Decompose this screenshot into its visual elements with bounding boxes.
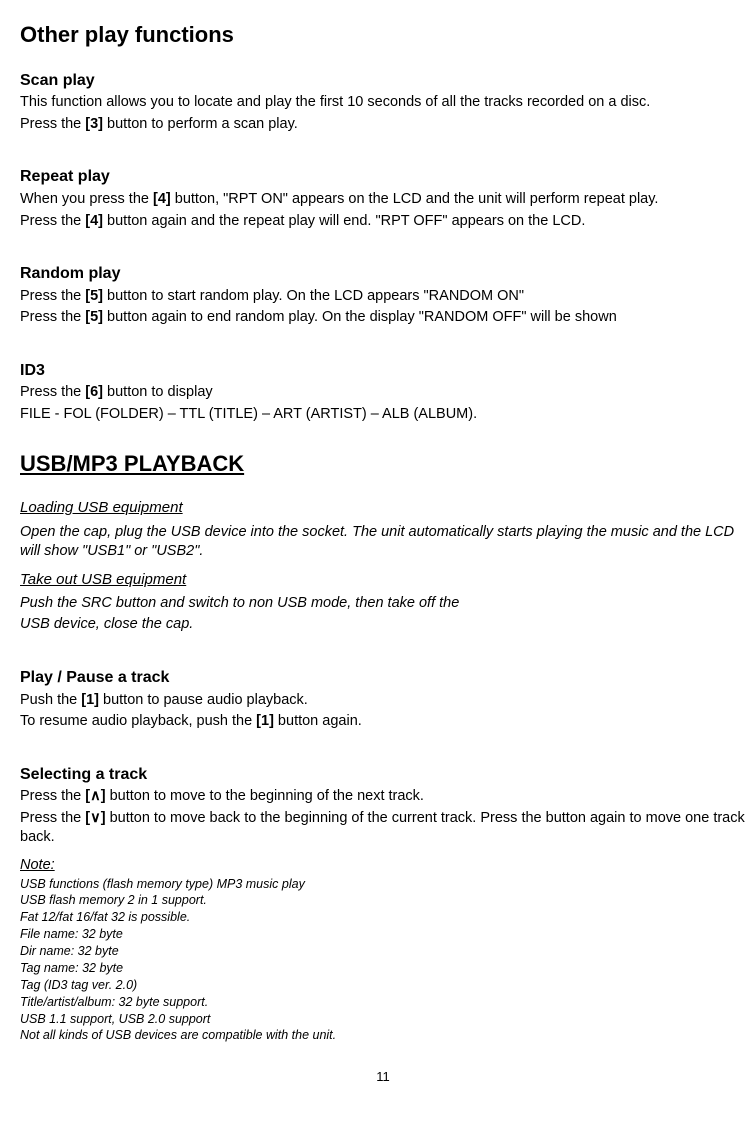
note-label: Note:	[20, 856, 746, 876]
note-line: Tag name: 32 byte	[20, 960, 746, 977]
note-line: Title/artist/album: 32 byte support.	[20, 994, 746, 1011]
loading-usb-p: Open the cap, plug the USB device into t…	[20, 523, 746, 562]
button-ref: [4]	[85, 213, 103, 229]
selecting-track-p1: Press the [∧] button to move to the begi…	[20, 787, 746, 807]
note-line: USB 1.1 support, USB 2.0 support	[20, 1011, 746, 1028]
note-line: Dir name: 32 byte	[20, 943, 746, 960]
text: button, "RPT ON" appears on the LCD and …	[171, 191, 659, 207]
text: Press the	[20, 288, 85, 304]
text: button again and the repeat play will en…	[103, 213, 585, 229]
button-ref: [4]	[153, 191, 171, 207]
page-number: 11	[20, 1068, 746, 1086]
button-ref: [3]	[85, 116, 103, 132]
take-out-usb-heading: Take out USB equipment	[20, 570, 746, 590]
take-out-usb-p2: USB device, close the cap.	[20, 615, 746, 635]
repeat-play-p2: Press the [4] button again and the repea…	[20, 212, 746, 232]
note-line: USB functions (flash memory type) MP3 mu…	[20, 876, 746, 893]
text: Push the	[20, 692, 81, 708]
play-pause-p2: To resume audio playback, push the [1] b…	[20, 712, 746, 732]
button-ref: [6]	[85, 384, 103, 400]
scan-play-p1: This function allows you to locate and p…	[20, 93, 746, 113]
loading-usb-heading: Loading USB equipment	[20, 498, 746, 518]
note-line: File name: 32 byte	[20, 926, 746, 943]
selecting-track-heading: Selecting a track	[20, 764, 746, 786]
text: To resume audio playback, push the	[20, 713, 256, 729]
id3-p2: FILE - FOL (FOLDER) – TTL (TITLE) – ART …	[20, 405, 746, 425]
button-ref: [1]	[256, 713, 274, 729]
text: Press the	[20, 810, 85, 826]
random-play-p2: Press the [5] button again to end random…	[20, 308, 746, 328]
repeat-play-p1: When you press the [4] button, "RPT ON" …	[20, 190, 746, 210]
button-ref: [1]	[81, 692, 99, 708]
text: Press the	[20, 213, 85, 229]
text: button again to end random play. On the …	[103, 309, 617, 325]
text: Press the	[20, 309, 85, 325]
text: When you press the	[20, 191, 153, 207]
text: button to perform a scan play.	[103, 116, 298, 132]
note-line: USB flash memory 2 in 1 support.	[20, 892, 746, 909]
random-play-heading: Random play	[20, 263, 746, 285]
text: button to display	[103, 384, 213, 400]
text: button to start random play. On the LCD …	[103, 288, 524, 304]
note-block: USB functions (flash memory type) MP3 mu…	[20, 876, 746, 1045]
usb-mp3-heading: USB/MP3 PLAYBACK	[20, 449, 746, 479]
text: Press the	[20, 384, 85, 400]
scan-play-heading: Scan play	[20, 70, 746, 92]
text: Press the	[20, 116, 85, 132]
take-out-usb-p1: Push the SRC button and switch to non US…	[20, 594, 746, 614]
button-ref: [5]	[85, 288, 103, 304]
text: button again.	[274, 713, 362, 729]
note-line: Fat 12/fat 16/fat 32 is possible.	[20, 909, 746, 926]
repeat-play-heading: Repeat play	[20, 166, 746, 188]
selecting-track-p2: Press the [∨] button to move back to the…	[20, 809, 746, 848]
text: button to move to the beginning of the n…	[106, 788, 424, 804]
button-ref: [5]	[85, 309, 103, 325]
note-line: Not all kinds of USB devices are compati…	[20, 1027, 746, 1044]
text: button to pause audio playback.	[99, 692, 308, 708]
text: Press the	[20, 788, 85, 804]
button-ref: [∨]	[85, 810, 105, 826]
random-play-p1: Press the [5] button to start random pla…	[20, 287, 746, 307]
text: button to move back to the beginning of …	[20, 810, 745, 846]
play-pause-p1: Push the [1] button to pause audio playb…	[20, 691, 746, 711]
id3-heading: ID3	[20, 360, 746, 382]
play-pause-heading: Play / Pause a track	[20, 667, 746, 689]
id3-p1: Press the [6] button to display	[20, 383, 746, 403]
note-line: Tag (ID3 tag ver. 2.0)	[20, 977, 746, 994]
page-title: Other play functions	[20, 20, 746, 50]
scan-play-p2: Press the [3] button to perform a scan p…	[20, 115, 746, 135]
button-ref: [∧]	[85, 788, 105, 804]
